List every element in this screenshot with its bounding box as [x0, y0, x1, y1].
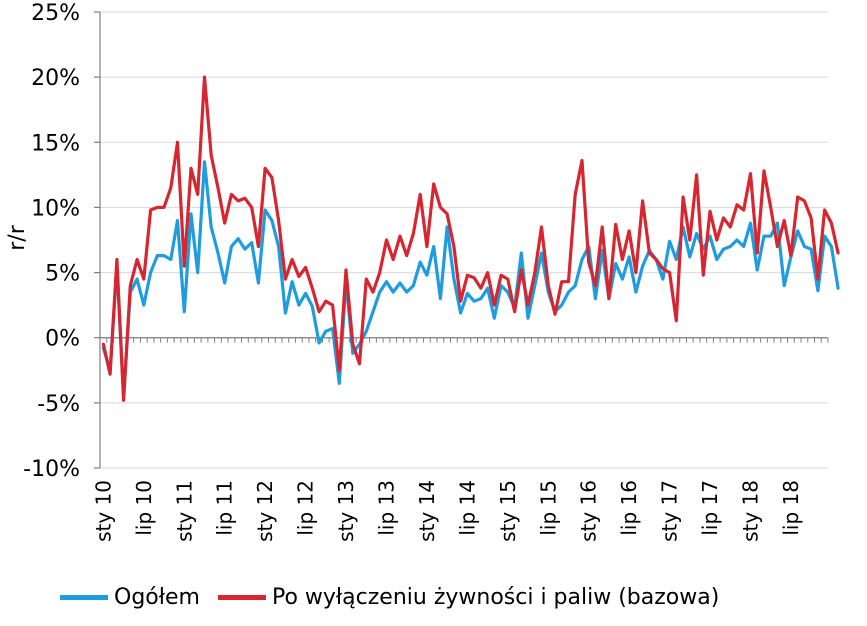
legend-swatch-bazowa: [217, 595, 266, 600]
x-tick-label: lip 11: [213, 480, 237, 536]
y-tick-label: 0%: [45, 327, 80, 352]
x-tick-label: sty 13: [334, 480, 358, 542]
x-axis-ticks: sty 10 lip 10 sty 11 lip 11 sty 12 lip 12 sty …: [91, 480, 803, 542]
gridlines: [100, 11, 828, 469]
x-tick-label: sty 11: [172, 480, 196, 542]
series-line-bazowa: [101, 75, 840, 402]
x-tick-label: sty 16: [577, 480, 601, 542]
y-tick-label: -10%: [23, 457, 80, 482]
series-line-ogolem: [101, 160, 840, 398]
x-tick-label: sty 12: [253, 480, 277, 542]
line-chart: -10%-5%0%5%10%15%20%25% sty 10 lip 10 sty …: [5, 1, 840, 542]
y-tick-label: 25%: [31, 1, 80, 26]
x-tick-label: sty 18: [738, 480, 762, 542]
x-tick-label: sty 17: [658, 480, 682, 542]
x-tick-label: lip 15: [536, 480, 560, 536]
x-tick-label: lip 12: [294, 480, 318, 536]
x-tick-label: lip 16: [617, 480, 641, 536]
y-tick-label: 5%: [45, 262, 80, 287]
x-tick-label: lip 18: [779, 480, 803, 536]
legend-label-ogolem: Ogółem: [114, 585, 200, 610]
x-tick-label: sty 10: [91, 480, 115, 542]
legend-item-bazowa: Po wyłączeniu żywności i paliw (bazowa): [217, 585, 720, 610]
legend-label-bazowa: Po wyłączeniu żywności i paliw (bazowa): [271, 585, 720, 610]
y-tick-label: 10%: [31, 196, 80, 221]
y-axis-label: r/r: [5, 224, 30, 250]
y-tick-label: 15%: [31, 131, 80, 156]
y-axis-ticks: -10% -5% 0% 5% 10% 15% 20% 25%: [23, 1, 80, 482]
legend-swatch-ogolem: [60, 595, 108, 600]
y-tick-label: 20%: [31, 66, 80, 91]
y-tick-label: -5%: [37, 392, 80, 417]
series-lines: [101, 75, 840, 402]
x-tick-label: sty 15: [496, 480, 520, 542]
x-tick-label: lip 10: [132, 480, 156, 536]
x-tick-label: lip 13: [374, 480, 398, 536]
x-tick-label: sty 14: [415, 480, 439, 542]
x-tick-label: lip 17: [698, 480, 722, 536]
legend-item-ogolem: Ogółem: [60, 585, 200, 610]
x-tick-label: lip 14: [455, 480, 479, 536]
legend: Ogółem Po wyłączeniu żywności i paliw (b…: [60, 585, 737, 610]
